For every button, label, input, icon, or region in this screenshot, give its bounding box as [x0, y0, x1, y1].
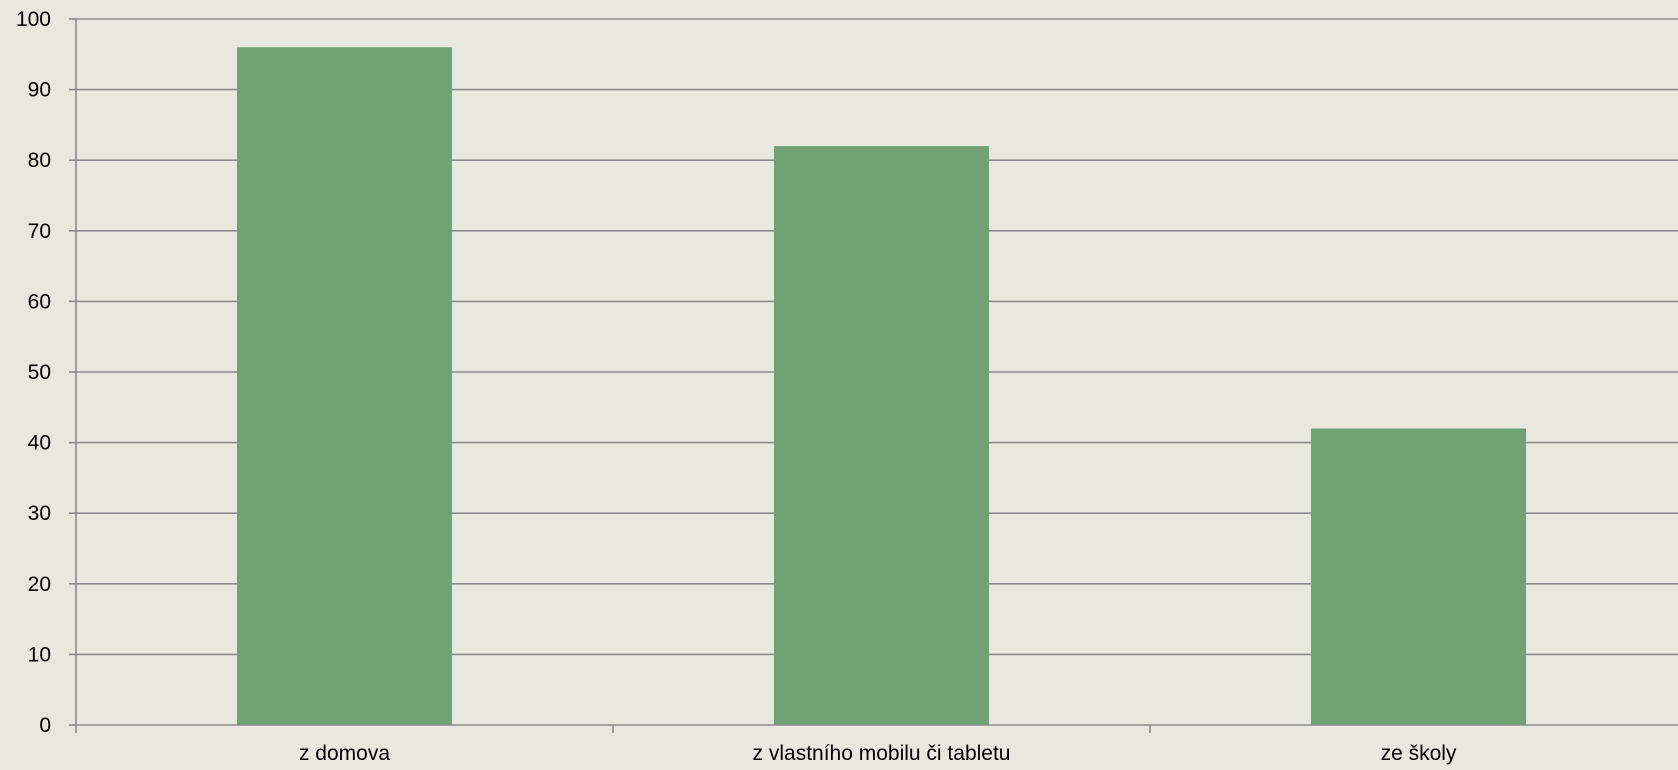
y-tick-label: 80: [28, 149, 51, 172]
y-tick-label: 50: [28, 361, 51, 384]
y-tick-label: 10: [28, 643, 51, 666]
y-tick-label: 60: [28, 290, 51, 313]
bars: [237, 47, 1526, 726]
y-tick-label: 40: [28, 432, 51, 455]
y-tick-label: 0: [39, 714, 51, 737]
y-tick-label: 70: [28, 220, 51, 243]
bar-1: [237, 47, 452, 726]
x-category-label: z domova: [299, 742, 390, 765]
y-tick-label: 20: [28, 573, 51, 596]
axes: [69, 18, 1678, 733]
bar-3: [1311, 428, 1526, 725]
y-tick-label: 100: [16, 8, 51, 31]
y-tick-label: 30: [28, 502, 51, 525]
x-category-label: ze školy: [1381, 742, 1457, 765]
bar-2: [774, 146, 989, 725]
y-tick-label: 90: [28, 79, 51, 102]
tick-labels: 0 10 20 30 40 50 60 70 80 90 100 z domova z vlastníh…: [16, 8, 1457, 765]
x-category-label: z vlastního mobilu či tabletu: [753, 742, 1011, 765]
